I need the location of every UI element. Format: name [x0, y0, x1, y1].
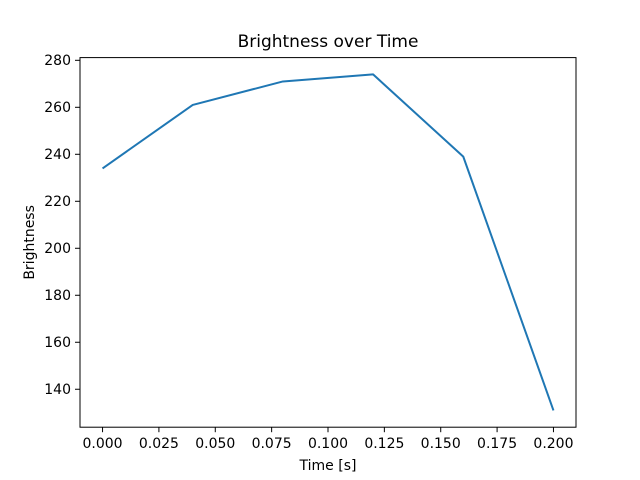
- y-axis-ticks: 140 160 180 200 220 240 260 280: [44, 53, 80, 398]
- y-tick-label: 140: [44, 382, 71, 398]
- x-tick-label: 0.150: [421, 436, 461, 452]
- y-axis-label: Brightness: [22, 205, 38, 280]
- y-tick-label: 200: [44, 241, 71, 257]
- y-tick-label: 220: [44, 194, 71, 210]
- x-tick-label: 0.075: [252, 436, 292, 452]
- x-axis-ticks: 0.000 0.025 0.050 0.075 0.100 0.125 0.150 0.175…: [82, 427, 574, 452]
- y-tick-label: 260: [44, 100, 71, 116]
- x-tick-label: 0.025: [139, 436, 179, 452]
- x-tick-label: 0.050: [195, 436, 235, 452]
- x-axis-label: Time [s]: [299, 458, 357, 474]
- y-tick-label: 160: [44, 335, 71, 351]
- data-line-brightness: [101, 73, 555, 411]
- y-tick-label: 240: [44, 147, 71, 163]
- y-tick-label: 280: [44, 53, 71, 69]
- y-tick-label: 180: [44, 288, 71, 304]
- x-tick-label: 0.200: [533, 436, 573, 452]
- x-tick-label: 0.000: [82, 436, 122, 452]
- x-tick-label: 0.100: [308, 436, 348, 452]
- plot-area: [79, 57, 577, 428]
- x-tick-label: 0.125: [364, 436, 404, 452]
- x-tick-label: 0.175: [477, 436, 517, 452]
- chart-title: Brightness over Time: [238, 32, 419, 52]
